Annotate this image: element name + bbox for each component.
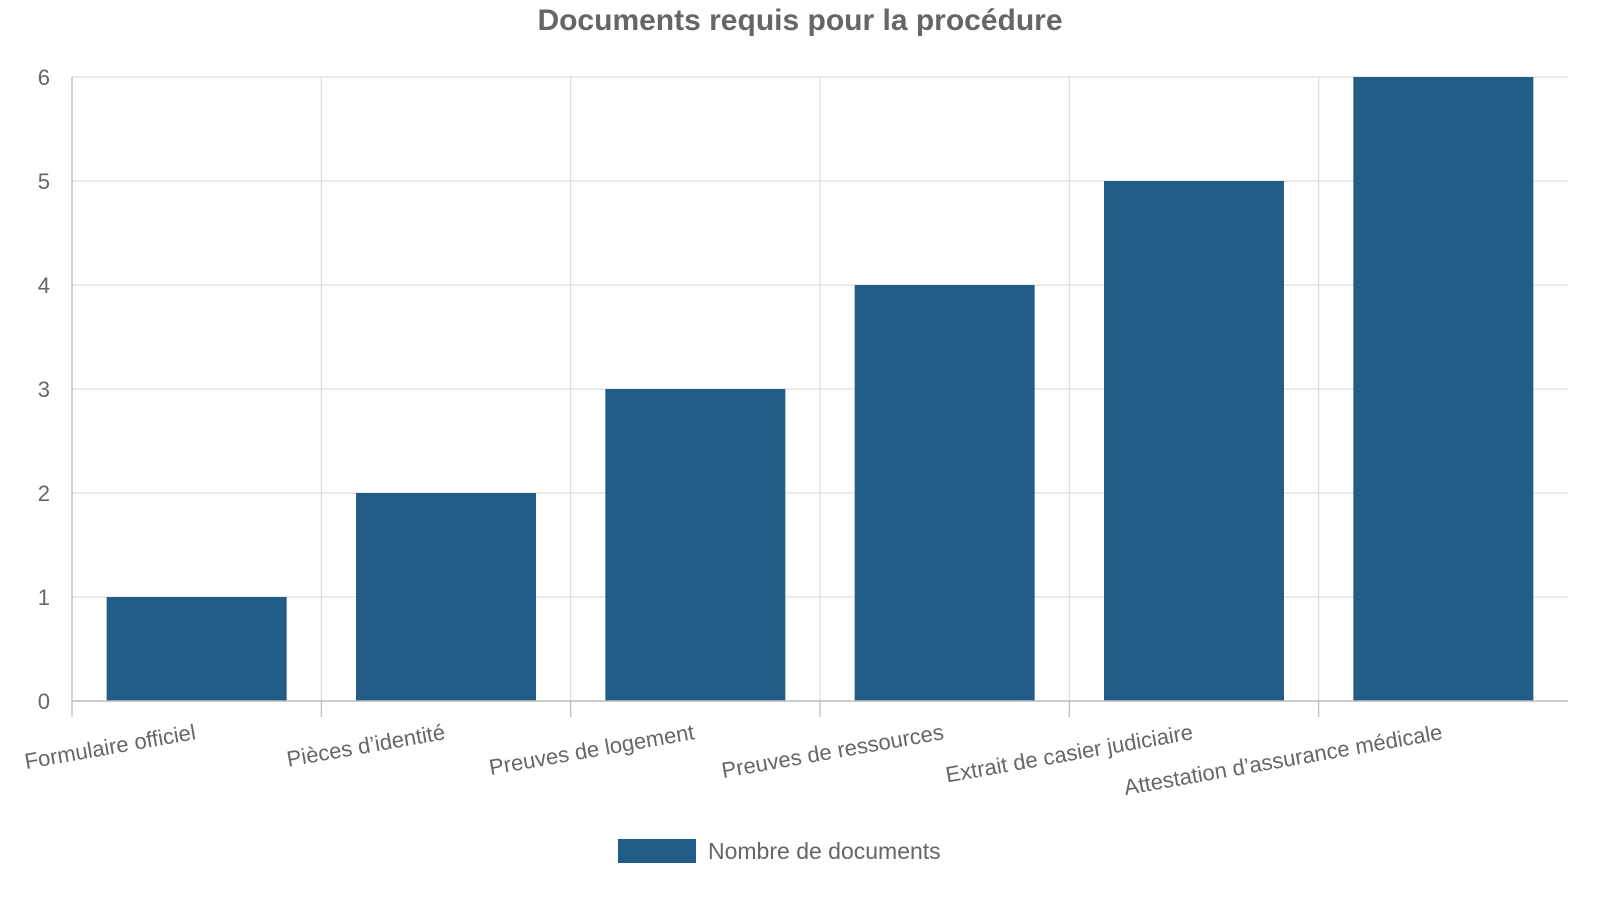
y-tick-label: 5 — [38, 169, 50, 194]
bar-2[interactable] — [356, 493, 536, 701]
y-tick-label: 3 — [38, 377, 50, 402]
y-tick-label: 6 — [38, 65, 50, 90]
y-tick-label: 4 — [38, 273, 50, 298]
x-tick-label: Formulaire officiel — [23, 719, 198, 774]
x-tick-label: Preuves de logement — [487, 719, 696, 780]
legend-swatch — [618, 839, 696, 863]
bar-1[interactable] — [106, 597, 287, 701]
grid — [71, 76, 1568, 701]
bar-6[interactable] — [1353, 77, 1534, 701]
y-axis-ticks: 0 1 2 3 4 5 6 — [38, 65, 50, 714]
bar-5[interactable] — [1104, 181, 1284, 701]
y-tick-label: 0 — [38, 689, 50, 714]
axes — [71, 77, 1568, 717]
y-tick-label: 2 — [38, 481, 50, 506]
y-tick-label: 1 — [38, 585, 50, 610]
bar-3[interactable] — [605, 389, 786, 701]
x-tick-label: Preuves de ressources — [720, 719, 946, 783]
bars — [106, 77, 1534, 701]
legend[interactable]: Nombre de documents — [618, 838, 941, 864]
legend-label: Nombre de documents — [708, 838, 941, 864]
chart-title: Documents requis pour la procédure — [537, 4, 1062, 37]
x-axis-ticks: Formulaire officiel Pièces d’identité Preu… — [23, 719, 1445, 800]
bar-4[interactable] — [854, 285, 1035, 701]
x-tick-label: Pièces d’identité — [285, 719, 447, 771]
